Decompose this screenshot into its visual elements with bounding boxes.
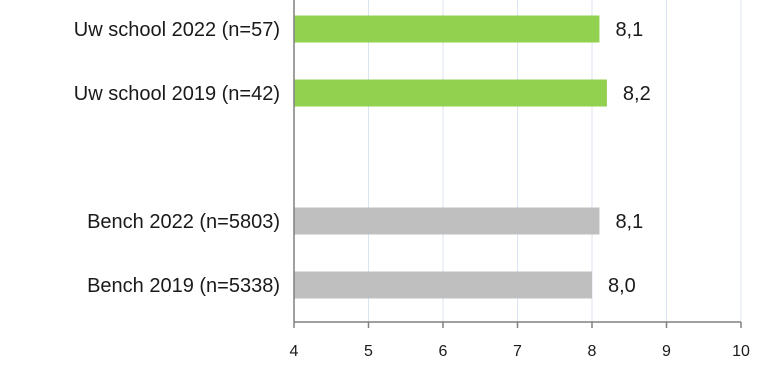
bar (294, 207, 600, 235)
data-label: 8,1 (615, 19, 643, 41)
x-tick-label: 5 (364, 343, 373, 360)
bar (294, 15, 600, 43)
category-label: Uw school 2019 (n=42) (74, 83, 280, 105)
x-tick-label: 9 (662, 343, 671, 360)
x-tick-label: 6 (439, 343, 448, 360)
x-tick-label: 8 (588, 343, 597, 360)
bar (294, 79, 607, 107)
category-label: Uw school 2022 (n=57) (74, 19, 280, 41)
data-label: 8,1 (615, 211, 643, 233)
bar (294, 271, 592, 299)
x-tick-label: 7 (513, 343, 522, 360)
category-label: Bench 2019 (n=5338) (87, 275, 280, 297)
x-tick-label: 4 (290, 343, 299, 360)
category-label: Bench 2022 (n=5803) (87, 211, 280, 233)
data-label: 8,0 (608, 275, 636, 297)
data-label: 8,2 (623, 83, 651, 105)
x-tick-label: 10 (732, 343, 750, 360)
